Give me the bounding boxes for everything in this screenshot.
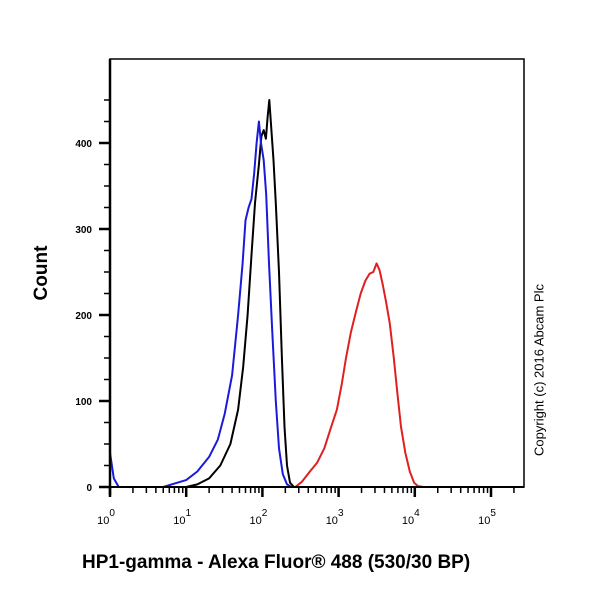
x-tick-label: 105: [478, 508, 496, 527]
y-axis-label: Count: [31, 245, 52, 301]
series-line-3: [110, 262, 514, 488]
y-tick-label: 200: [75, 311, 92, 322]
x-tick-label: 101: [173, 508, 191, 527]
y-tick-label: 0: [86, 483, 92, 494]
y-tick-label: 100: [75, 397, 92, 408]
series-line-2: [109, 120, 514, 488]
y-axis-ticks: 0 100 200 300 400: [75, 99, 110, 494]
copyright-notice: Copyright (c) 2016 Abcam Plc: [531, 284, 547, 456]
x-axis-ticks: 100 101 102 103 104 105: [97, 487, 515, 527]
series-line-1: [110, 99, 514, 488]
x-tick-label: 103: [326, 508, 344, 527]
x-tick-label: 102: [249, 508, 267, 527]
plot-frame: [109, 58, 525, 488]
x-tick-label: 104: [402, 508, 420, 527]
series-layer: [109, 99, 514, 488]
y-tick-label: 400: [75, 139, 92, 150]
x-tick-label: 100: [97, 508, 115, 527]
y-tick-label: 300: [75, 225, 92, 236]
x-axis-label: HP1-gamma - Alexa Fluor® 488 (530/30 BP): [82, 552, 471, 573]
